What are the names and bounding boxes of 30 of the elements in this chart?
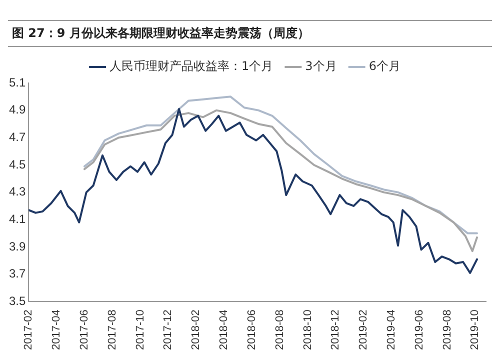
- x-tick-label: 2018-02: [190, 310, 202, 350]
- y-tick-label: 3.7: [8, 266, 26, 281]
- y-tick-label: 4.9: [8, 102, 26, 117]
- chart-title: 图 27：9 月份以来各期限理财收益率走势震荡（周度）: [8, 20, 492, 47]
- x-tick-label: 2018-08: [274, 310, 286, 350]
- x-tick-label: 2017-12: [162, 310, 174, 350]
- legend-label: 人民币理财产品收益率：1个月: [110, 59, 274, 74]
- x-tick-label: 2018-12: [330, 310, 342, 350]
- x-tick-label: 2019-04: [386, 310, 398, 350]
- y-tick-label: 4.5: [8, 157, 26, 172]
- x-tick-label: 2017-04: [50, 310, 63, 350]
- x-tick-label: 2018-10: [302, 310, 314, 350]
- x-tick-label: 2019-06: [413, 310, 426, 350]
- y-tick-label: 4.7: [8, 130, 26, 144]
- y-tick-label: 5.1: [8, 75, 26, 90]
- x-tick-label: 2018-04: [218, 310, 230, 350]
- legend-label: 6个月: [368, 59, 400, 74]
- x-tick-label: 2017-10: [134, 310, 146, 350]
- x-tick-label: 2017-08: [106, 310, 118, 350]
- y-tick-label: 4.1: [8, 212, 26, 226]
- x-tick-label: 2019-02: [358, 310, 370, 350]
- x-tick-label: 2018-06: [246, 310, 258, 350]
- x-tick-label: 2019-10: [469, 310, 482, 350]
- y-tick-label: 3.5: [8, 294, 26, 308]
- legend-label: 3个月: [305, 59, 337, 74]
- x-tick-label: 2017-02: [22, 310, 35, 350]
- x-tick-label: 2017-06: [78, 310, 91, 350]
- x-tick-label: 2019-08: [441, 310, 454, 350]
- y-tick-label: 3.9: [8, 239, 26, 254]
- y-tick-label: 4.3: [8, 184, 26, 199]
